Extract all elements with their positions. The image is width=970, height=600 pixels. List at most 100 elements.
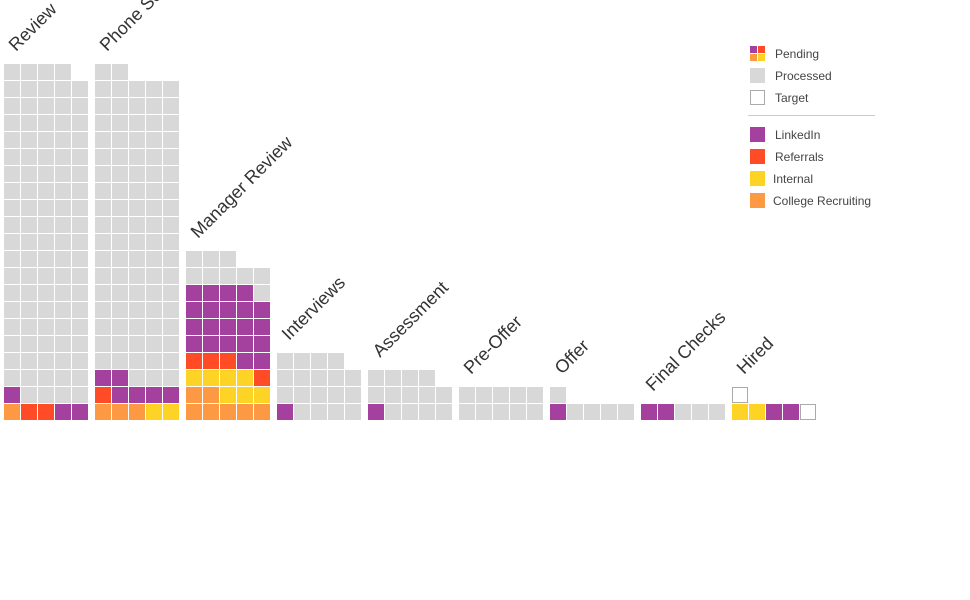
processed-cell: [129, 336, 145, 352]
processed-cell: [38, 166, 54, 182]
processed-cell: [21, 251, 37, 267]
pending-cell: [186, 370, 202, 386]
processed-cell: [510, 404, 526, 420]
processed-cell: [95, 217, 111, 233]
processed-cell: [112, 268, 128, 284]
pending-cell: [254, 370, 270, 386]
processed-cell: [385, 404, 401, 420]
pending-cell: [277, 404, 293, 420]
processed-cell: [21, 387, 37, 403]
processed-cell: [72, 336, 88, 352]
pending-cell: [237, 353, 253, 369]
processed-cell: [476, 404, 492, 420]
processed-cell: [72, 183, 88, 199]
processed-cell: [618, 404, 634, 420]
processed-cell: [72, 268, 88, 284]
processed-cell: [95, 64, 111, 80]
stage-label: Manager Review: [187, 131, 297, 241]
processed-cell: [112, 200, 128, 216]
processed-cell: [72, 387, 88, 403]
processed-cell: [55, 268, 71, 284]
processed-cell: [21, 370, 37, 386]
pending-cell: [186, 285, 202, 301]
processed-cell: [112, 166, 128, 182]
pending-cell: [783, 404, 799, 420]
processed-cell: [112, 285, 128, 301]
stage-label: Review: [5, 0, 62, 55]
processed-cell: [72, 370, 88, 386]
processed-cell: [112, 302, 128, 318]
processed-cell: [4, 183, 20, 199]
pending-cell: [4, 404, 20, 420]
processed-cell: [95, 98, 111, 114]
processed-cell: [55, 302, 71, 318]
processed-cell: [146, 149, 162, 165]
processed-cell: [55, 387, 71, 403]
pending-cell: [220, 285, 236, 301]
processed-cell: [527, 404, 543, 420]
processed-cell: [186, 268, 202, 284]
pending-cell: [146, 387, 162, 403]
stage-label: Phone Screen: [96, 0, 191, 55]
processed-cell: [459, 387, 475, 403]
processed-cell: [21, 353, 37, 369]
processed-cell: [294, 370, 310, 386]
processed-swatch: [750, 68, 765, 83]
pending-cell: [749, 404, 765, 420]
processed-cell: [95, 183, 111, 199]
processed-cell: [95, 285, 111, 301]
processed-cell: [146, 166, 162, 182]
processed-cell: [220, 268, 236, 284]
pending-cell: [186, 336, 202, 352]
processed-cell: [146, 302, 162, 318]
pending-cell: [237, 319, 253, 335]
processed-cell: [550, 387, 566, 403]
processed-cell: [419, 404, 435, 420]
processed-cell: [72, 98, 88, 114]
processed-cell: [146, 200, 162, 216]
processed-cell: [186, 251, 202, 267]
processed-cell: [112, 149, 128, 165]
pending-cell: [220, 319, 236, 335]
processed-cell: [163, 166, 179, 182]
processed-cell: [294, 353, 310, 369]
processed-cell: [163, 132, 179, 148]
processed-cell: [72, 200, 88, 216]
pending-cell: [21, 404, 37, 420]
processed-cell: [368, 387, 384, 403]
processed-cell: [277, 370, 293, 386]
processed-cell: [38, 132, 54, 148]
pending-cell: [146, 404, 162, 420]
processed-cell: [95, 268, 111, 284]
processed-cell: [112, 98, 128, 114]
processed-cell: [55, 353, 71, 369]
pending-cell: [254, 336, 270, 352]
pending-cell: [220, 353, 236, 369]
pending-cell: [95, 404, 111, 420]
processed-cell: [21, 234, 37, 250]
processed-cell: [163, 319, 179, 335]
processed-cell: [38, 387, 54, 403]
processed-cell: [129, 166, 145, 182]
processed-cell: [21, 132, 37, 148]
processed-cell: [527, 387, 543, 403]
processed-cell: [72, 302, 88, 318]
pending-swatch-linkedin: [750, 46, 757, 53]
processed-cell: [95, 251, 111, 267]
processed-cell: [163, 370, 179, 386]
processed-cell: [402, 387, 418, 403]
pending-cell: [254, 387, 270, 403]
processed-cell: [709, 404, 725, 420]
processed-cell: [72, 251, 88, 267]
pending-cell: [203, 404, 219, 420]
processed-cell: [55, 285, 71, 301]
processed-cell: [146, 132, 162, 148]
processed-cell: [38, 336, 54, 352]
processed-cell: [55, 251, 71, 267]
processed-cell: [4, 251, 20, 267]
pending-cell: [72, 404, 88, 420]
processed-cell: [163, 217, 179, 233]
processed-cell: [4, 217, 20, 233]
processed-cell: [95, 115, 111, 131]
pending-cell: [186, 353, 202, 369]
